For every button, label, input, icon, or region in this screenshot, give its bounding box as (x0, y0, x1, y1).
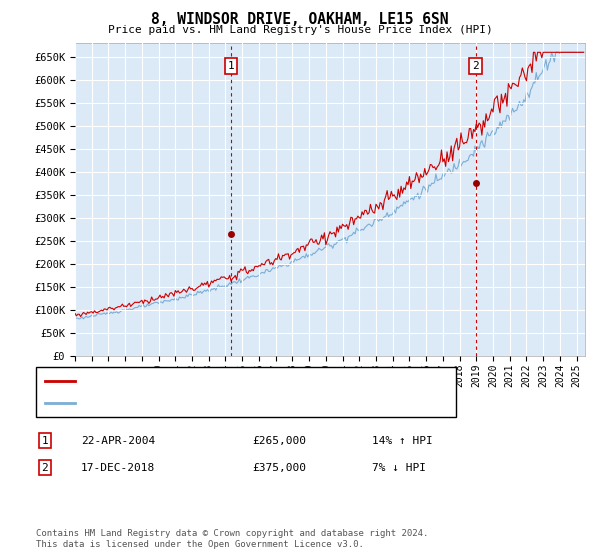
Text: £375,000: £375,000 (252, 463, 306, 473)
Text: £265,000: £265,000 (252, 436, 306, 446)
Text: 8, WINDSOR DRIVE, OAKHAM, LE15 6SN: 8, WINDSOR DRIVE, OAKHAM, LE15 6SN (151, 12, 449, 27)
Text: Contains HM Land Registry data © Crown copyright and database right 2024.
This d: Contains HM Land Registry data © Crown c… (36, 529, 428, 549)
Text: 2: 2 (472, 61, 479, 71)
Text: HPI: Average price, detached house, Rutland: HPI: Average price, detached house, Rutl… (80, 398, 349, 408)
Text: 8, WINDSOR DRIVE, OAKHAM, LE15 6SN (detached house): 8, WINDSOR DRIVE, OAKHAM, LE15 6SN (deta… (80, 376, 398, 386)
Text: 2: 2 (41, 463, 49, 473)
Text: 17-DEC-2018: 17-DEC-2018 (81, 463, 155, 473)
Text: 1: 1 (227, 61, 234, 71)
Text: 7% ↓ HPI: 7% ↓ HPI (372, 463, 426, 473)
Text: 14% ↑ HPI: 14% ↑ HPI (372, 436, 433, 446)
Text: 22-APR-2004: 22-APR-2004 (81, 436, 155, 446)
Text: 1: 1 (41, 436, 49, 446)
Text: Price paid vs. HM Land Registry's House Price Index (HPI): Price paid vs. HM Land Registry's House … (107, 25, 493, 35)
